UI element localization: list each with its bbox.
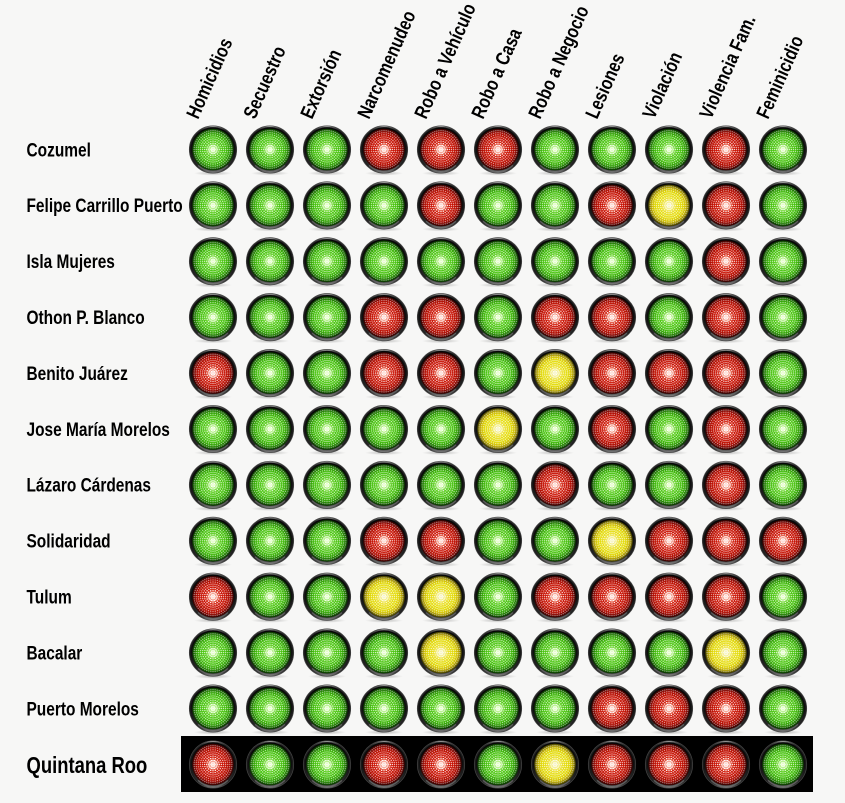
svg-text:Lázaro Cárdenas: Lázaro Cárdenas bbox=[27, 475, 152, 497]
svg-text:Felipe Carrillo Puerto: Felipe Carrillo Puerto bbox=[27, 195, 183, 217]
svg-text:Tulum: Tulum bbox=[27, 587, 72, 609]
svg-text:Isla Mujeres: Isla Mujeres bbox=[27, 251, 115, 273]
svg-text:Othon P. Blanco: Othon P. Blanco bbox=[27, 307, 145, 329]
svg-text:Bacalar: Bacalar bbox=[27, 642, 83, 664]
svg-text:Narcomenudeo: Narcomenudeo bbox=[353, 7, 420, 122]
svg-text:Secuestro: Secuestro bbox=[239, 43, 290, 122]
svg-text:Robo a Vehículo: Robo a Vehículo bbox=[410, 0, 480, 122]
svg-text:Feminicidio: Feminicidio bbox=[752, 32, 808, 122]
svg-text:Homicidios: Homicidios bbox=[182, 35, 237, 122]
svg-text:Jose María Morelos: Jose María Morelos bbox=[27, 419, 170, 441]
svg-text:Benito Juárez: Benito Juárez bbox=[27, 363, 128, 385]
svg-text:Robo a Casa: Robo a Casa bbox=[467, 24, 527, 122]
svg-text:Extorsión: Extorsión bbox=[296, 46, 346, 122]
svg-text:Violencia Fam.: Violencia Fam. bbox=[695, 12, 760, 122]
svg-text:Lesiones: Lesiones bbox=[581, 50, 629, 122]
svg-text:Solidaridad: Solidaridad bbox=[27, 531, 111, 553]
svg-text:Violación: Violación bbox=[638, 49, 687, 122]
svg-text:Quintana Roo: Quintana Roo bbox=[27, 752, 148, 778]
svg-text:Robo a Negocio: Robo a Negocio bbox=[524, 3, 593, 122]
svg-text:Cozumel: Cozumel bbox=[27, 139, 91, 161]
svg-text:Puerto Morelos: Puerto Morelos bbox=[27, 698, 139, 720]
